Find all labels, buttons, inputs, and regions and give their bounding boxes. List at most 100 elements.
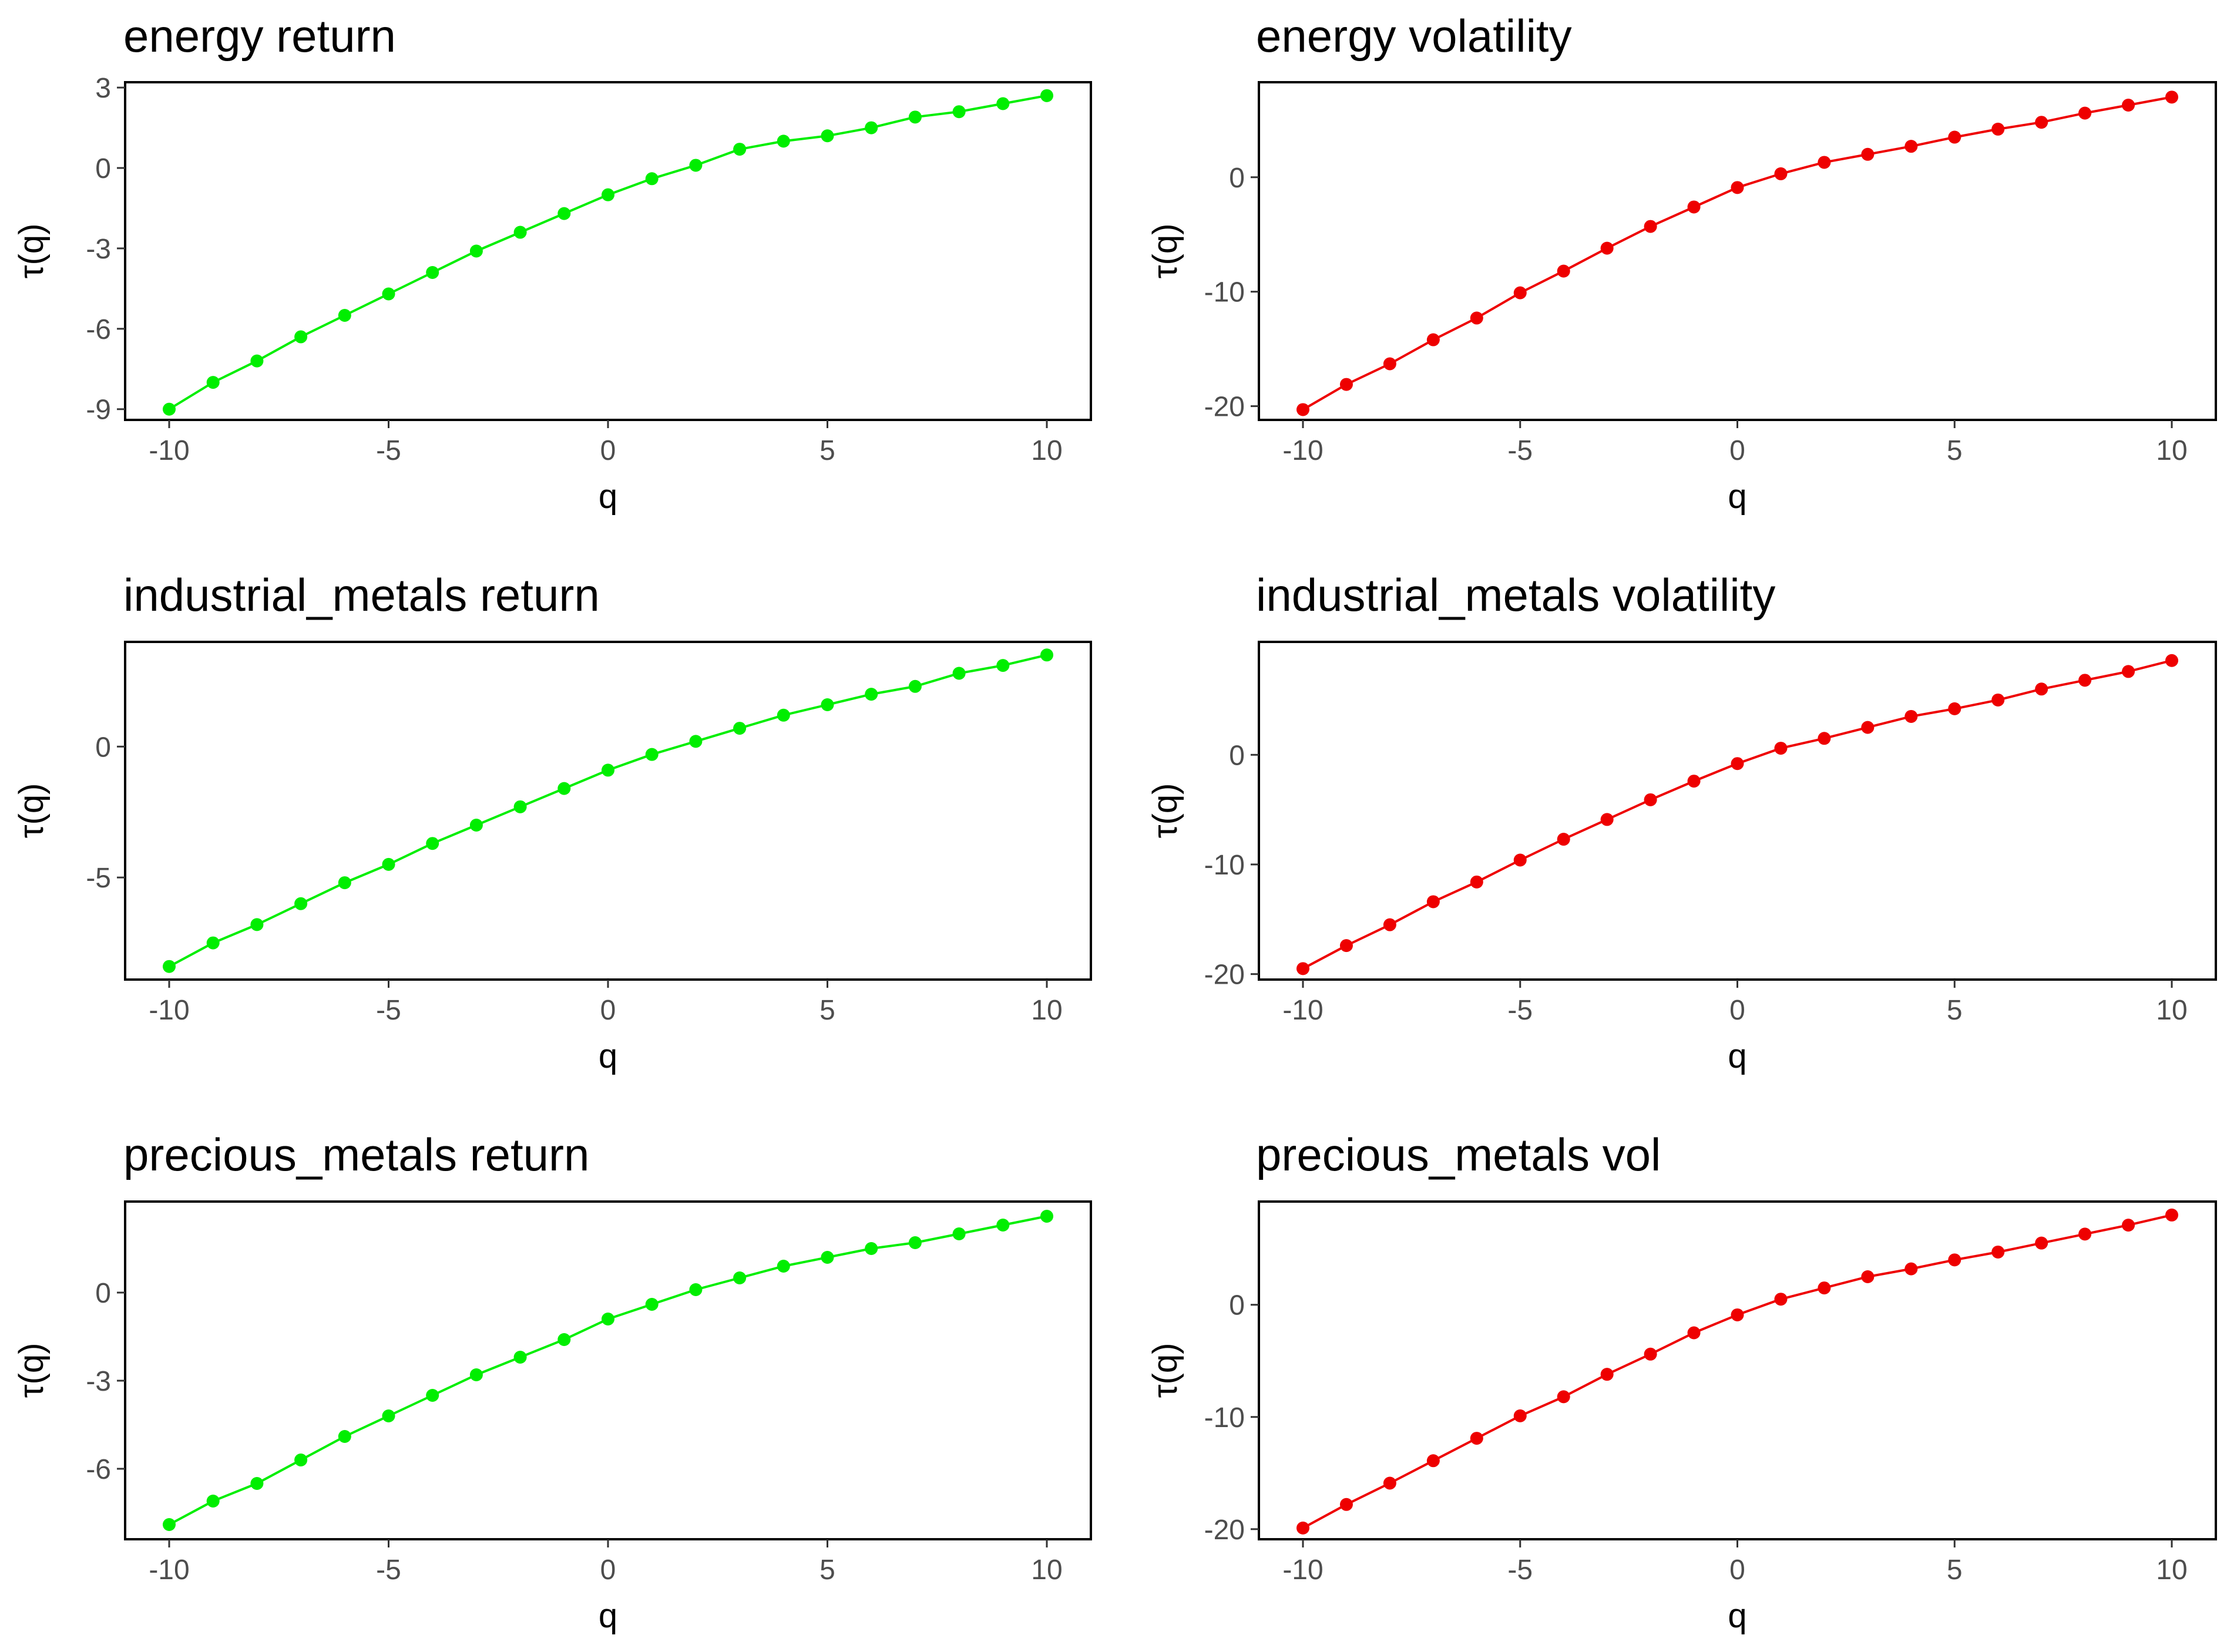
y-tick-label: 0 <box>1229 1290 1245 1321</box>
series-line <box>1302 1213 2172 1529</box>
data-point <box>1687 1326 1701 1340</box>
data-point <box>469 819 483 832</box>
panel-frame <box>124 81 1092 421</box>
panel-frame <box>124 1200 1092 1540</box>
data-point <box>821 129 834 143</box>
y-tick-label: 0 <box>1229 163 1245 194</box>
data-point <box>1513 1409 1527 1422</box>
y-tick-label: -10 <box>1204 1402 1245 1434</box>
data-point <box>163 1518 176 1531</box>
x-tick-label: -10 <box>1282 995 1323 1026</box>
x-axis-label: q <box>599 1597 617 1635</box>
data-point <box>1644 1347 1657 1361</box>
x-tick-label: 5 <box>819 995 835 1026</box>
data-point <box>338 876 351 890</box>
series-line <box>168 94 1047 411</box>
data-point <box>294 1454 308 1466</box>
panel-title: energy return <box>123 10 396 62</box>
data-point <box>1991 1245 2005 1259</box>
data-point <box>250 918 264 931</box>
data-point <box>1687 775 1701 788</box>
data-point <box>733 143 747 156</box>
data-point <box>1513 286 1527 300</box>
data-point <box>382 1409 395 1422</box>
data-point <box>1818 732 1831 745</box>
y-tick-label: -20 <box>1204 1515 1245 1546</box>
y-axis-label: τ(q) <box>1146 1343 1184 1398</box>
data-point <box>952 667 966 680</box>
data-point <box>689 159 703 172</box>
data-point <box>513 226 527 239</box>
data-point <box>206 936 220 950</box>
y-tick-label: -20 <box>1204 960 1245 991</box>
x-tick-label: -10 <box>149 1555 189 1586</box>
data-point <box>1040 648 1053 662</box>
y-tick-label: -20 <box>1204 392 1245 423</box>
data-point <box>2035 1236 2048 1250</box>
data-point <box>996 1219 1010 1232</box>
data-point <box>338 1430 351 1443</box>
data-point <box>1426 1454 1440 1468</box>
data-point <box>733 1271 747 1284</box>
data-point <box>1383 1476 1396 1490</box>
data-point <box>1040 1210 1053 1223</box>
data-point <box>1600 813 1614 826</box>
data-point <box>163 402 176 416</box>
chart-panel-3: industrial_metals return -10 -5 0 5 10 -5 0 q τ(q… <box>12 569 1092 1075</box>
data-point <box>733 722 747 735</box>
y-tick-label: 3 <box>95 73 111 104</box>
y-tick-label: -3 <box>86 234 111 265</box>
y-axis-label: τ(q) <box>12 783 51 839</box>
data-point <box>338 309 351 322</box>
x-tick-label: 10 <box>2156 1555 2187 1586</box>
data-point <box>777 708 790 722</box>
data-point <box>1774 167 1788 180</box>
y-axis-label: τ(q) <box>1146 783 1184 839</box>
data-point <box>1948 1253 1961 1267</box>
data-point <box>2035 682 2048 696</box>
data-point <box>2122 665 2135 678</box>
x-tick-label: 0 <box>1729 1555 1745 1586</box>
chart-panel-6: precious_metals vol -10 -5 0 5 10 -20 -10 0 q τ(q) <box>1146 1129 2217 1635</box>
data-point <box>1600 1368 1614 1381</box>
x-axis-label: q <box>1728 1597 1746 1635</box>
x-tick-label: -10 <box>1282 1555 1323 1586</box>
data-point <box>1904 709 1918 723</box>
y-tick-label: 0 <box>95 1278 111 1309</box>
data-point <box>1513 853 1527 867</box>
data-point <box>908 1236 922 1249</box>
data-point <box>1040 89 1053 102</box>
x-tick-label: 5 <box>819 1555 835 1586</box>
data-point <box>469 244 483 258</box>
data-point <box>777 134 790 148</box>
panel-title: precious_metals return <box>123 1129 589 1180</box>
data-point <box>645 748 659 761</box>
data-point <box>426 837 439 850</box>
data-point <box>1818 1281 1831 1295</box>
y-tick-label: -9 <box>86 395 111 426</box>
x-tick-label: 10 <box>1031 1555 1062 1586</box>
x-axis-label: q <box>599 477 617 516</box>
data-point <box>250 1477 264 1490</box>
data-point <box>1296 1521 1309 1535</box>
panel-frame <box>1258 1200 2217 1540</box>
data-point <box>2078 106 2092 120</box>
series-line <box>169 654 1047 968</box>
x-tick-label: -5 <box>1507 1555 1533 1586</box>
y-tick-label: -5 <box>86 863 111 894</box>
data-point <box>206 1495 220 1508</box>
x-axis-label: q <box>1728 477 1746 516</box>
data-point <box>996 659 1010 672</box>
data-point <box>1861 147 1875 161</box>
y-axis-label: τ(q) <box>1146 224 1184 279</box>
y-tick-label: 0 <box>1229 740 1245 771</box>
x-tick-label: 10 <box>1031 995 1062 1026</box>
y-axis-label: τ(q) <box>12 1343 51 1398</box>
x-tick-label: 10 <box>2156 995 2187 1026</box>
y-tick-label: -6 <box>86 1454 111 1485</box>
data-point <box>689 1283 703 1296</box>
x-tick-label: 0 <box>1729 435 1745 466</box>
panel-frame <box>124 641 1092 981</box>
data-point <box>426 266 439 280</box>
data-point <box>645 172 659 186</box>
